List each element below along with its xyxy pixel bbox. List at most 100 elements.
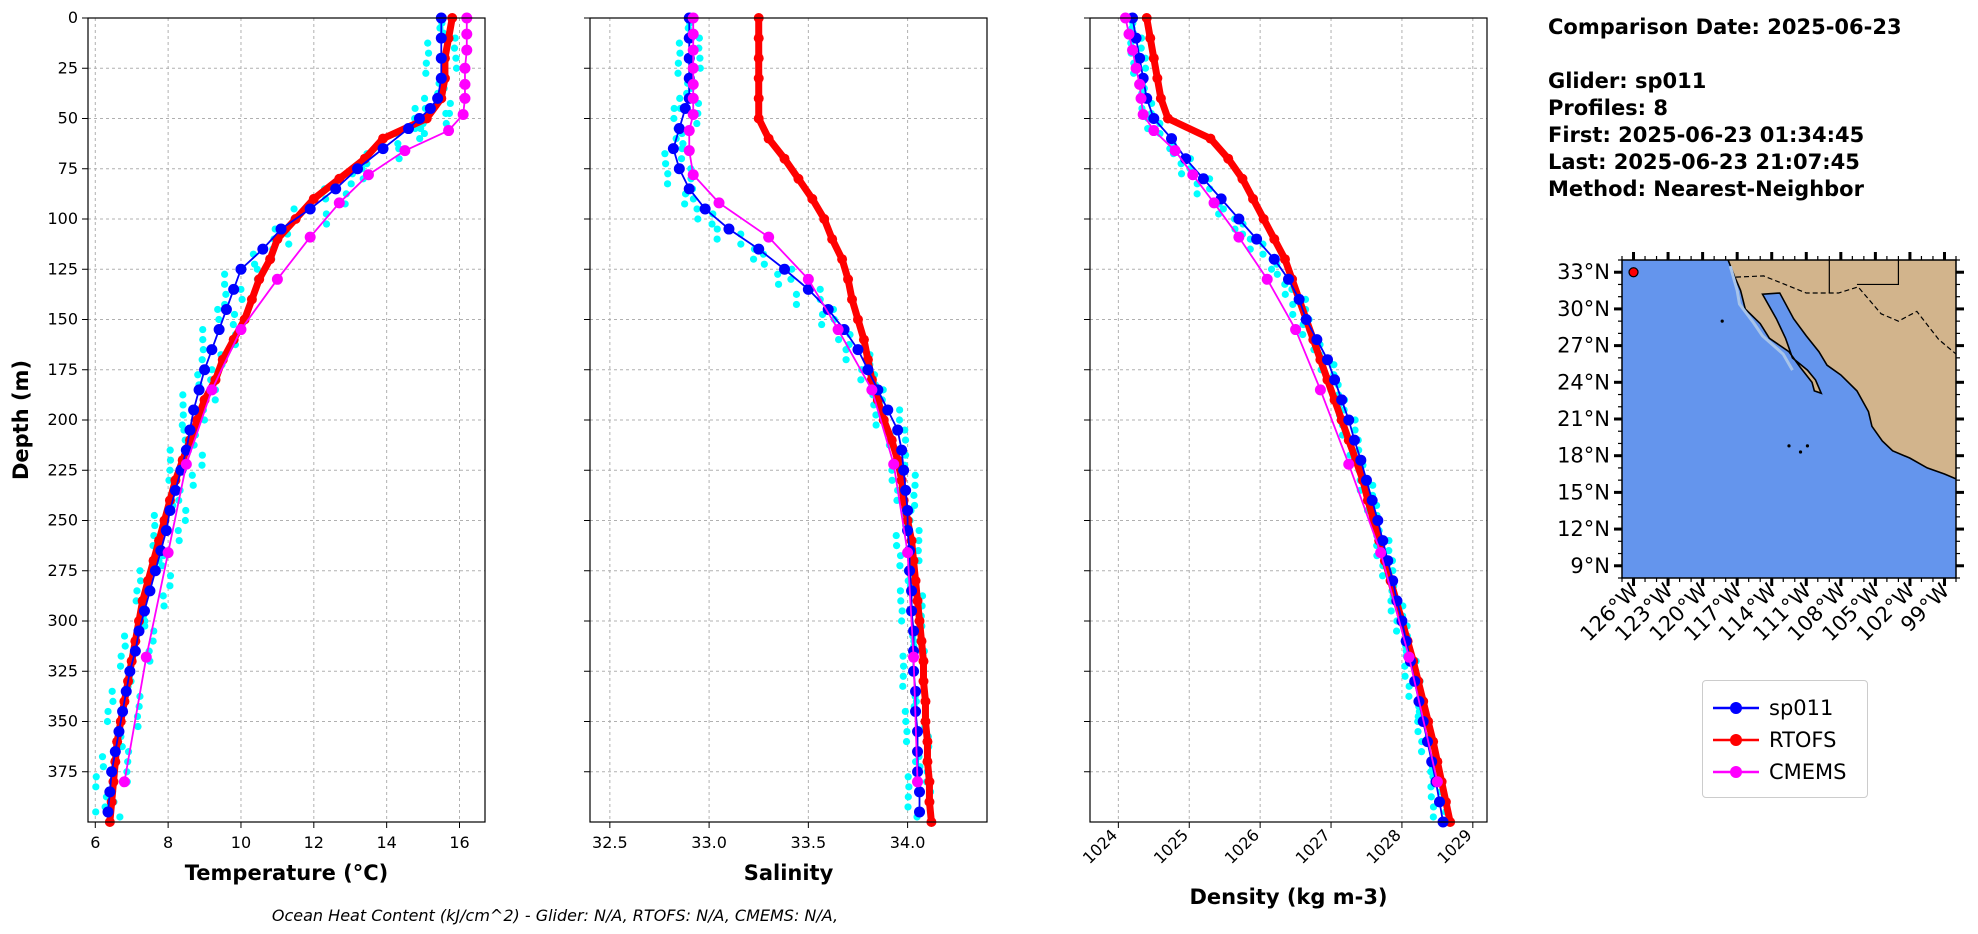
glider-raw-point [915, 526, 923, 535]
cmems-point [235, 324, 247, 336]
glider-raw-point [911, 481, 919, 489]
sp011-point [113, 726, 125, 738]
comparison-date: Comparison Date: 2025-06-23 [1548, 15, 1902, 39]
glider-raw-point [1429, 813, 1437, 821]
rtofs-point [912, 595, 923, 606]
rtofs-point [862, 354, 873, 365]
sp011-point [1360, 474, 1372, 486]
sp011-point [1166, 133, 1178, 145]
y-tick-label: 250 [47, 511, 78, 530]
cmems-point [687, 62, 699, 74]
sp011-point [914, 806, 926, 818]
glider-raw-point [1405, 692, 1413, 700]
y-tick-label: 175 [47, 360, 78, 379]
rtofs-point [1279, 254, 1290, 265]
glider-raw-point [134, 722, 142, 731]
sp011-point [683, 183, 695, 195]
glider-raw-point [442, 109, 450, 118]
glider-raw-point [1289, 300, 1297, 309]
glider-raw-point [872, 421, 880, 429]
cmems-point [912, 776, 924, 788]
sp011-point [906, 585, 918, 597]
rtofs-point [858, 334, 869, 345]
glider-raw-point [677, 155, 686, 163]
glider-raw-point [198, 356, 206, 364]
cmems-point [687, 108, 699, 120]
y-tick-label: 200 [47, 410, 78, 429]
sp011-point [912, 746, 924, 758]
sp011-point [377, 143, 389, 155]
sp011-point [188, 404, 200, 416]
y-tick-label: 125 [47, 259, 78, 278]
cmems-point [1169, 145, 1181, 157]
glider-raw-point [896, 562, 904, 570]
plot-frame [589, 17, 988, 823]
glider-raw-point [166, 456, 175, 464]
map-body [1622, 260, 1956, 578]
x-tick-label: 33.5 [791, 833, 827, 852]
glider-raw-point [904, 793, 912, 801]
x-tick-label: 1026 [1221, 825, 1263, 867]
x-tick-label: 33.0 [691, 833, 727, 852]
legend-item-sp011: sp011 [1713, 693, 1833, 723]
glider-raw-point [158, 562, 166, 570]
cmems-point [1375, 547, 1387, 559]
sp011-point [723, 223, 735, 235]
glider-raw-point [211, 396, 219, 404]
sp011-point [1268, 253, 1280, 265]
sp011-point [892, 424, 904, 436]
x-tick-label: 1028 [1363, 825, 1405, 867]
lat-tick-label: 24°N [1557, 370, 1610, 394]
glider-raw-point [199, 346, 207, 354]
cmems-point [713, 197, 725, 209]
cmems-point [180, 458, 192, 470]
glider-raw-point [842, 356, 850, 364]
land [1727, 260, 1956, 480]
sp011-point [413, 113, 425, 124]
glider-raw-point [749, 255, 758, 263]
glider-raw-point [1378, 572, 1387, 580]
x-axis-label: Density (kg m-3) [1189, 885, 1387, 909]
glider-raw-point [98, 753, 107, 761]
country-border [1735, 275, 1956, 355]
sp011-point [435, 32, 447, 44]
state-border [1856, 260, 1900, 286]
cmems-point [162, 547, 174, 559]
cmems-point [443, 125, 455, 137]
sp011-point [106, 766, 118, 778]
cmems-point [1403, 651, 1415, 663]
cmems-point [1290, 324, 1302, 336]
legend-marker-cmems-icon [1713, 766, 1759, 778]
cmems-point [687, 44, 699, 56]
rtofs-point [922, 736, 933, 747]
glider-raw-point [661, 150, 669, 158]
glider-raw-point [896, 587, 905, 595]
glider-raw-point [816, 285, 824, 293]
rtofs-point [137, 595, 148, 606]
glider-raw-point [121, 642, 129, 650]
glider-raw-point [899, 662, 908, 670]
rtofs-point [110, 756, 121, 767]
legend-item-cmems: CMEMS [1713, 757, 1847, 787]
sp011-point [779, 263, 791, 275]
glider-location-map: 33°N30°N27°N24°N21°N18°N15°N12°N9°N126°W… [1557, 252, 1964, 646]
x-tick-label: 1029 [1433, 825, 1475, 867]
glider-raw-point [1219, 205, 1227, 213]
glider-raw-point [897, 617, 906, 625]
rtofs-point [1223, 153, 1234, 164]
y-tick-label: 375 [47, 762, 78, 781]
sp011-point [673, 123, 685, 135]
x-tick-label: 1024 [1079, 825, 1121, 867]
sp011-point [432, 92, 444, 104]
rtofs-point [793, 173, 804, 184]
sp011-point [753, 243, 765, 255]
glider-raw-point [693, 119, 701, 128]
sp011-point [304, 203, 316, 215]
glider-raw-point [166, 582, 174, 590]
sp011-point [1372, 515, 1384, 526]
glider-raw-point [411, 104, 419, 113]
sp011-point [403, 123, 415, 135]
glider-raw-point [898, 607, 906, 615]
sp011-point [1343, 414, 1355, 426]
